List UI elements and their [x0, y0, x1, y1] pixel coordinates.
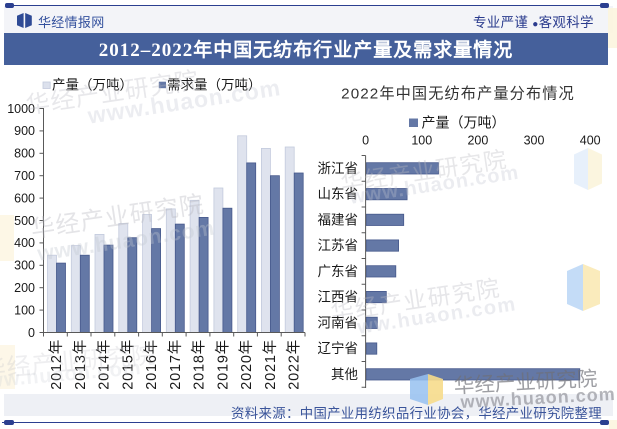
svg-text:700: 700 [14, 169, 35, 183]
svg-text:1000: 1000 [7, 102, 35, 116]
svg-text:河南省: 河南省 [318, 316, 359, 331]
svg-text:200: 200 [14, 281, 35, 295]
svg-text:其他: 其他 [331, 367, 358, 382]
svg-text:400: 400 [14, 236, 35, 250]
svg-text:广东省: 广东省 [318, 264, 359, 279]
svg-text:2012年: 2012年 [48, 339, 65, 390]
svg-text:800: 800 [14, 147, 35, 161]
svg-text:产量（万吨）: 产量（万吨） [422, 115, 506, 131]
svg-text:2017年: 2017年 [167, 339, 184, 390]
svg-text:0: 0 [28, 326, 35, 340]
svg-text:200: 200 [467, 134, 488, 148]
svg-text:2020年: 2020年 [238, 339, 255, 390]
svg-text:2022年: 2022年 [286, 339, 303, 390]
svg-text:600: 600 [14, 191, 35, 205]
svg-text:0: 0 [362, 134, 369, 148]
svg-text:400: 400 [580, 134, 601, 148]
svg-text:辽宁省: 辽宁省 [318, 340, 359, 356]
svg-text:江西省: 江西省 [318, 290, 359, 305]
svg-text:2022年中国无纺布产量分布情况: 2022年中国无纺布产量分布情况 [341, 86, 575, 103]
svg-text:2021年: 2021年 [262, 339, 279, 390]
svg-text:2014年: 2014年 [96, 339, 113, 390]
svg-text:2013年: 2013年 [72, 339, 89, 390]
svg-text:江苏省: 江苏省 [318, 238, 359, 253]
svg-text:2015年: 2015年 [119, 339, 136, 390]
svg-text:300: 300 [524, 134, 545, 148]
svg-text:需求量（万吨）: 需求量（万吨） [167, 78, 262, 93]
svg-text:福建省: 福建省 [318, 213, 359, 228]
svg-text:300: 300 [14, 259, 35, 273]
svg-text:2018年: 2018年 [191, 339, 208, 390]
svg-text:山东省: 山东省 [318, 187, 359, 202]
svg-text:500: 500 [14, 214, 35, 228]
svg-text:100: 100 [411, 134, 432, 148]
svg-text:2019年: 2019年 [214, 339, 231, 390]
svg-text:900: 900 [14, 124, 35, 138]
svg-text:100: 100 [14, 303, 35, 317]
svg-text:产量（万吨）: 产量（万吨） [52, 78, 133, 93]
svg-text:浙江省: 浙江省 [318, 161, 359, 176]
svg-text:2016年: 2016年 [143, 339, 160, 390]
